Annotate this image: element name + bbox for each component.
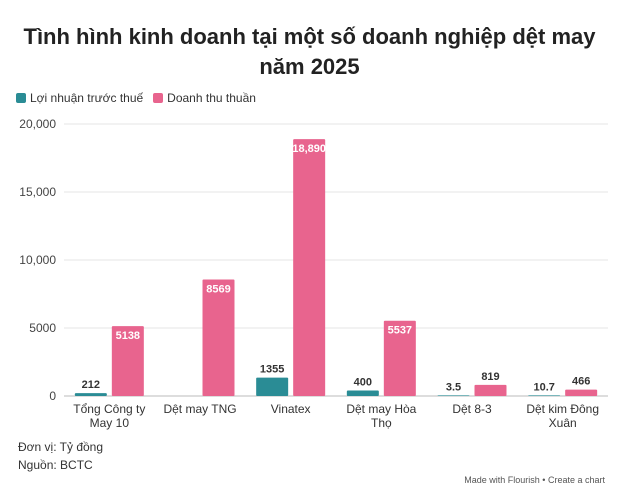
legend-label-profit: Lợi nhuận trước thuế bbox=[30, 91, 144, 105]
y-tick-label: 15,000 bbox=[19, 185, 56, 199]
data-label: 3.5 bbox=[446, 381, 461, 393]
legend: Lợi nhuận trước thuế Doanh thu thuần bbox=[16, 91, 266, 105]
bar bbox=[74, 393, 107, 396]
data-label: 212 bbox=[82, 379, 100, 391]
legend-item-revenue[interactable]: Doanh thu thuần bbox=[153, 91, 256, 105]
bar bbox=[528, 395, 561, 396]
x-tick-label: Tổng Công ty May 10 bbox=[73, 402, 145, 430]
legend-swatch-profit bbox=[16, 93, 26, 103]
data-label: 10.7 bbox=[533, 381, 554, 393]
bar bbox=[256, 377, 289, 396]
x-tick-label: Dệt 8-3 bbox=[452, 402, 492, 416]
y-tick-label: 0 bbox=[49, 389, 56, 403]
data-label: 819 bbox=[481, 371, 499, 383]
source-note: Nguồn: BCTC bbox=[18, 458, 93, 472]
x-tick-label: Dệt kim Đông Xuân bbox=[526, 402, 599, 430]
bar bbox=[565, 389, 598, 396]
y-tick-label: 10,000 bbox=[19, 253, 56, 267]
data-label: 5138 bbox=[116, 330, 140, 342]
bar bbox=[383, 320, 416, 396]
bar bbox=[202, 279, 235, 396]
flourish-credit[interactable]: Made with Flourish • Create a chart bbox=[464, 475, 605, 485]
bar bbox=[437, 395, 470, 396]
x-tick-label: Dệt may TNG bbox=[163, 402, 236, 416]
legend-item-profit[interactable]: Lợi nhuận trước thuế bbox=[16, 91, 143, 105]
bar bbox=[293, 139, 326, 396]
data-label: 18,890 bbox=[292, 143, 326, 155]
chart-title: Tình hình kinh doanh tại một số doanh ng… bbox=[23, 24, 596, 79]
x-tick-label: Vinatex bbox=[271, 402, 311, 416]
y-tick-label: 5000 bbox=[29, 321, 56, 335]
legend-label-revenue: Doanh thu thuần bbox=[167, 91, 256, 105]
data-label: 466 bbox=[572, 376, 590, 388]
bar bbox=[346, 390, 379, 396]
unit-note: Đơn vị: Tỷ đồng bbox=[18, 440, 104, 454]
y-tick-label: 20,000 bbox=[19, 117, 56, 131]
bar bbox=[474, 384, 507, 396]
data-label: 400 bbox=[354, 377, 372, 389]
data-label: 5537 bbox=[388, 325, 412, 337]
data-label: 8569 bbox=[206, 283, 230, 295]
legend-swatch-revenue bbox=[153, 93, 164, 103]
data-label: 1355 bbox=[260, 364, 284, 376]
x-tick-label: Dệt may Hòa Thọ bbox=[346, 402, 416, 430]
bar bbox=[111, 326, 144, 396]
